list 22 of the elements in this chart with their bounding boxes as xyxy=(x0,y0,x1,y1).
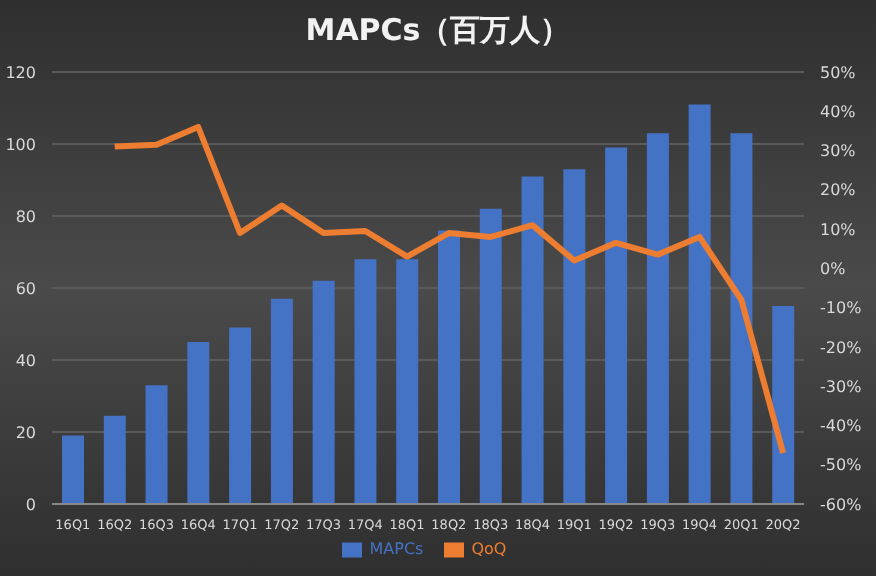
y2-tick-label: -50% xyxy=(820,456,863,475)
y-tick-label: 100 xyxy=(5,135,36,154)
y2-tick-label: 30% xyxy=(820,142,857,161)
legend-label: MAPCs xyxy=(369,540,424,559)
y2-tick-label: 10% xyxy=(820,220,857,239)
y2-tick-label: 0% xyxy=(820,260,847,279)
y-tick-label: 40 xyxy=(15,351,36,370)
y-tick-label: 20 xyxy=(15,423,36,442)
chart-title: MAPCs（百万人） xyxy=(303,10,573,52)
y2-tick-label: 20% xyxy=(820,181,857,200)
y2-tick-label: -30% xyxy=(820,377,863,396)
y-tick-label: 0 xyxy=(25,495,36,514)
y2-tick-label: -40% xyxy=(820,417,863,436)
legend-label: QoQ xyxy=(471,540,507,559)
y2-tick-label: 50% xyxy=(820,63,857,82)
y-tick-label: 120 xyxy=(5,63,36,82)
y-tick-label: 80 xyxy=(15,207,36,226)
y2-tick-label: -60% xyxy=(820,495,863,514)
y2-tick-label: -10% xyxy=(820,299,863,318)
y2-tick-label: -20% xyxy=(820,338,863,357)
y-tick-label: 60 xyxy=(15,279,36,298)
y2-tick-label: 40% xyxy=(820,102,857,121)
